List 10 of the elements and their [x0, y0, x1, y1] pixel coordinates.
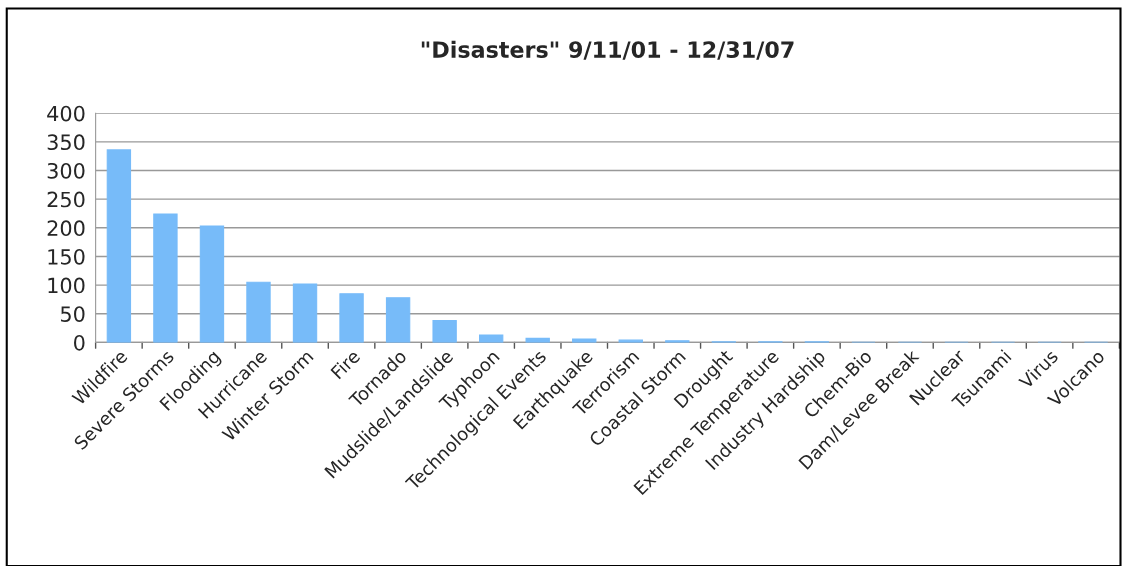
y-tick-label: 150 [48, 248, 85, 265]
y-tick-label: 300 [47, 162, 85, 179]
y-tick-label: 200 [47, 220, 85, 237]
y-tick-label: 400 [47, 105, 85, 122]
chart-title: "Disasters" 9/11/01 - 12/31/07 [421, 40, 794, 60]
y-tick-label: 350 [47, 134, 85, 151]
y-tick-label: 0 [74, 334, 85, 351]
y-tick-label: 50 [61, 306, 85, 322]
y-tick-label: 250 [47, 191, 85, 208]
y-tick-label: 100 [48, 277, 85, 294]
